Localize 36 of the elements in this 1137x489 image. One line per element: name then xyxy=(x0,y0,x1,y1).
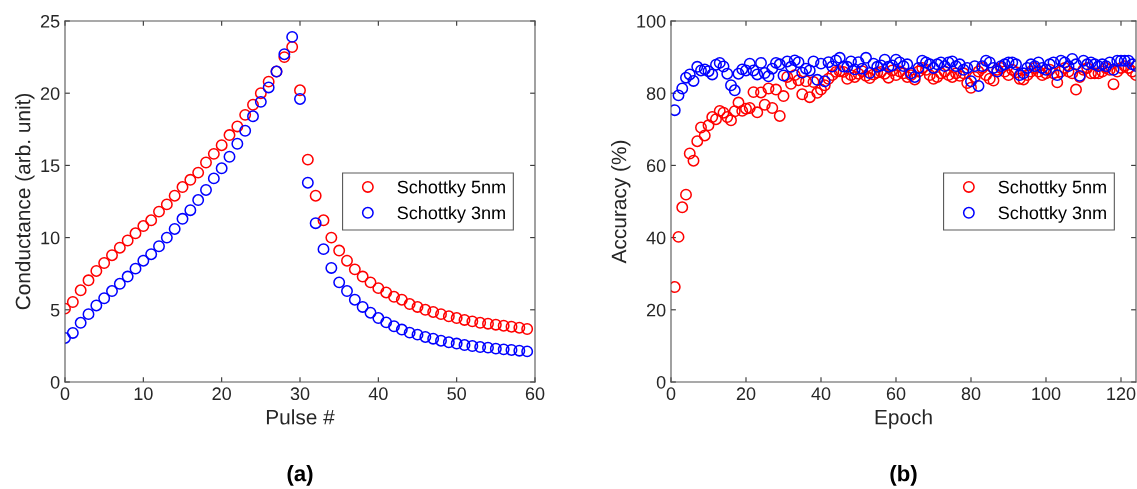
x-tick-label: 40 xyxy=(368,387,388,401)
x-axis-title: Pulse # xyxy=(266,409,335,425)
y-tick-label: 0 xyxy=(50,375,60,389)
y-tick-label: 100 xyxy=(637,14,666,28)
x-tick-label: 20 xyxy=(736,387,756,401)
y-tick-label: 0 xyxy=(656,375,666,389)
y-axis-title: Conductance (arb. unit) xyxy=(15,93,35,310)
y-axis-title: Accuracy (%) xyxy=(611,140,631,264)
x-tick-label: 120 xyxy=(1107,387,1136,401)
x-tick-label: 40 xyxy=(811,387,831,401)
y-tick-label: 25 xyxy=(40,14,60,28)
y-tick-label: 40 xyxy=(646,231,666,245)
x-tick-label: 60 xyxy=(525,387,545,401)
legend-label: Schottky 3nm xyxy=(998,206,1106,223)
x-tick-label: 20 xyxy=(212,387,231,401)
x-tick-label: 50 xyxy=(447,387,466,401)
x-tick-label: 10 xyxy=(134,387,153,401)
x-tick-label: 0 xyxy=(60,387,70,401)
x-tick-label: 100 xyxy=(1032,387,1061,401)
y-tick-label: 20 xyxy=(646,303,666,317)
x-tick-label: 80 xyxy=(961,387,981,401)
y-tick-label: 60 xyxy=(646,159,666,173)
y-tick-label: 80 xyxy=(646,87,666,100)
y-tick-label: 5 xyxy=(50,303,60,317)
text: (a) xyxy=(287,465,313,486)
legend-label: Schottky 5nm xyxy=(397,180,505,197)
y-tick-label: 20 xyxy=(40,87,60,100)
legend-label: Schottky 3nm xyxy=(397,206,505,223)
x-tick-label: 60 xyxy=(886,387,906,401)
y-tick-label: 15 xyxy=(41,159,60,173)
y-tick-label: 10 xyxy=(41,231,60,245)
x-tick-label: 0 xyxy=(666,387,676,401)
x-tick-label: 30 xyxy=(290,387,310,401)
legend-label: Schottky 5nm xyxy=(998,180,1106,197)
text: (b) xyxy=(890,465,917,486)
x-axis-title: Epoch xyxy=(875,409,932,429)
